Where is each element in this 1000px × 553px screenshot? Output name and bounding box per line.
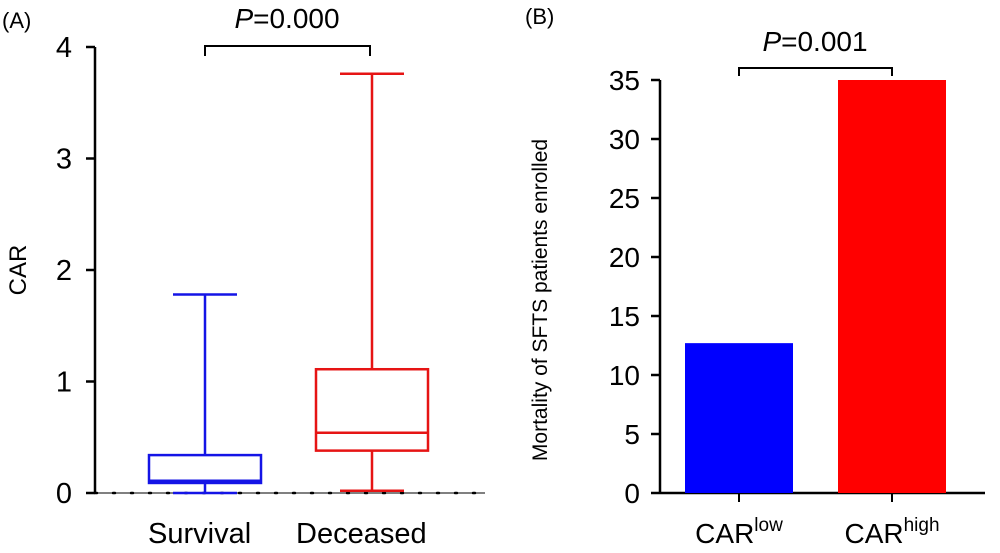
panel-a-category-survival: Survival (148, 518, 251, 550)
panel-b-label: (B) (525, 4, 554, 29)
panel-a-label: (A) (2, 8, 31, 33)
panel-b-y-tick-label: 15 (609, 301, 640, 332)
panel-b-y-tick-label: 30 (609, 124, 640, 155)
panel-b-y-tick-label: 10 (609, 360, 640, 391)
panel-b-y-tick-label: 0 (624, 478, 640, 509)
panel-b-bar-chart: (B) Mortality of SFTS patients enrolled … (525, 4, 985, 549)
panel-b-y-tick-label: 35 (609, 65, 640, 96)
panel-b-y-tick-label: 20 (609, 242, 640, 273)
iqr-box (147, 453, 263, 485)
panel-b-y-tick-label: 5 (624, 419, 640, 450)
panel-a-p-value: P=0.000 (234, 3, 339, 34)
panel-b-p-value: P=0.001 (762, 26, 867, 57)
panel-b-y-axis-label: Mortality of SFTS patients enrolled (529, 139, 552, 461)
panel-b-bar-high (838, 80, 946, 493)
panel-b-bar-low (685, 343, 793, 493)
panel-a-y-axis-label: CAR (5, 245, 32, 296)
panel-a-y-tick-label: 2 (56, 255, 72, 287)
panel-a-y-tick-label: 0 (56, 478, 72, 510)
iqr-box (314, 367, 430, 452)
panel-a-category-deceased: Deceased (296, 518, 427, 550)
panel-a-y-tick-label: 4 (56, 32, 72, 64)
panel-b-y-tick-label: 25 (609, 183, 640, 214)
panel-b-category-car-low: CARlow (695, 515, 783, 549)
panel-a-y-tick-label: 3 (56, 144, 72, 176)
panel-a-box-plot: (A) CAR 0 1 2 3 4 Survival Deceased P=0.000 (2, 3, 487, 550)
panel-a-box-deceased (314, 72, 430, 493)
panel-a-significance-bracket (204, 45, 371, 56)
panel-a-y-tick-label: 1 (56, 367, 72, 399)
panel-a-box-survival (147, 293, 263, 495)
panel-b-category-car-high: CARhigh (844, 515, 939, 549)
panel-b-significance-bracket (738, 67, 893, 76)
